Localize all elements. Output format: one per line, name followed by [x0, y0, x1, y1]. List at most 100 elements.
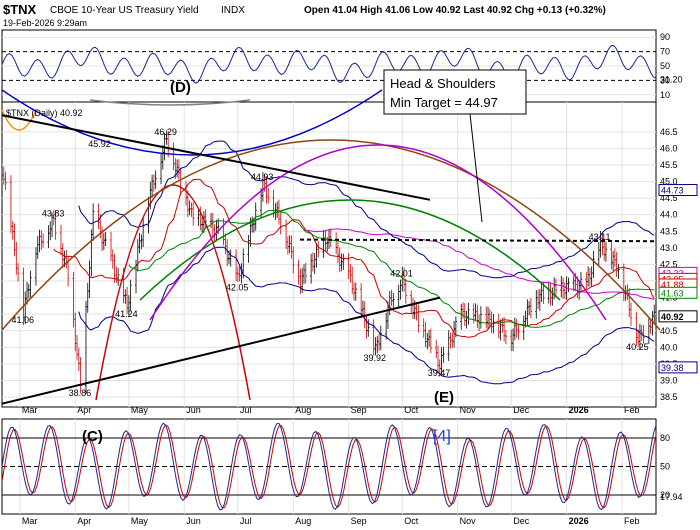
ma-short-line — [53, 178, 655, 338]
price-y-tick-label: 40.5 — [660, 326, 678, 336]
price-right-label: 41.63 — [661, 288, 684, 298]
price-x-tick-label: Oct — [404, 405, 419, 415]
grid-layer — [2, 36, 656, 514]
stoch-y-tick-label: 50 — [660, 462, 670, 472]
price-x-tick-label: Nov — [460, 405, 477, 415]
annotation-layer: (D) (E) Head & Shoulders Min Target = 44… — [6, 69, 527, 445]
price-point-label: 40.25 — [626, 342, 649, 352]
rsi-line — [1, 44, 657, 84]
wave-d-label: (D) — [170, 79, 191, 96]
price-y-tick-label: 44.0 — [660, 210, 678, 220]
price-x-tick-label: Apr — [77, 405, 91, 415]
price-y-tick-label: 43.5 — [660, 226, 678, 236]
stoch-signal-line — [1, 424, 657, 509]
stoch-main-line — [1, 422, 657, 511]
price-right-label: 39.38 — [661, 363, 684, 373]
price-y-tick-label: 42.5 — [660, 259, 678, 269]
price-right-label-box — [658, 286, 698, 299]
stoch-y-tick-label: 20 — [660, 490, 670, 500]
price-y-tick-label: 40.0 — [660, 342, 678, 352]
stoch-x-tick-label: Mar — [22, 516, 38, 526]
price-x-tick-label: May — [131, 405, 149, 415]
price-point-label: 42.01 — [390, 269, 413, 279]
price-point-label: 42.05 — [226, 282, 249, 292]
exchange-label: INDX — [221, 5, 245, 16]
stoch-last-label: 17.94 — [660, 492, 683, 502]
symbol-description: CBOE 10-Year US Treasury Yield — [50, 5, 199, 16]
price-x-tick-label: Jul — [240, 405, 252, 415]
price-point-label: 45.92 — [88, 139, 111, 149]
cycle-arc — [149, 144, 607, 321]
price-y-tick-label: 45.5 — [660, 160, 678, 170]
price-point-label: 43.83 — [42, 208, 65, 218]
stoch-x-tick-label: Jul — [240, 516, 252, 526]
chart-header: $TNX CBOE 10-Year US Treasury Yield INDX… — [3, 2, 606, 28]
price-right-label: 44.73 — [661, 186, 684, 196]
stoch-x-tick-label: Aug — [295, 516, 311, 526]
cycle-arc — [1, 89, 383, 156]
price-x-tick-label: Sep — [351, 405, 367, 415]
price-right-label: 41.88 — [661, 280, 684, 290]
price-right-label: 40.92 — [661, 312, 684, 322]
ma-long-line — [303, 228, 655, 300]
price-x-tick-label: Dec — [513, 405, 530, 415]
head-shoulders-box — [383, 69, 527, 115]
head-shoulders-pointer — [469, 113, 483, 223]
price-y-tick-label: 43.0 — [660, 243, 678, 253]
price-x-tick-label: Jun — [186, 405, 201, 415]
stoch-x-tick-label: Feb — [624, 516, 640, 526]
price-x-tick-label: 2026 — [569, 405, 589, 415]
price-right-label-box — [658, 310, 698, 323]
rsi-y-tick-label: 50 — [660, 61, 670, 71]
cycle-arc — [139, 199, 561, 301]
downtrend-line — [1, 114, 431, 201]
stoch-x-tick-label: Apr — [77, 516, 91, 526]
price-point-label: 39.47 — [428, 368, 451, 378]
stoch-x-tick-label: Oct — [404, 516, 419, 526]
price-y-tick-label: 46.5 — [660, 127, 678, 137]
mark-layer — [1, 44, 661, 511]
wave-c-label: (C) — [82, 428, 103, 445]
price-x-tick-label: Feb — [624, 405, 640, 415]
rsi-y-tick-label: 70 — [660, 47, 670, 57]
price-right-label-box — [658, 361, 698, 374]
price-right-label-box — [658, 184, 698, 197]
price-point-label: 44.93 — [251, 172, 274, 182]
stoch-x-tick-label: May — [131, 516, 149, 526]
cycle-arc — [89, 99, 251, 106]
price-point-label: 43.11 — [589, 232, 611, 242]
price-y-tick-label: 44.5 — [660, 193, 678, 203]
price-point-label: 41.24 — [115, 309, 138, 319]
ohlc-readout: Open 41.04 High 41.06 Low 40.92 Last 40.… — [304, 5, 606, 16]
price-point-label: 38.86 — [69, 388, 92, 398]
price-point-label: 41.06 — [11, 315, 34, 325]
cycle-arc — [95, 184, 251, 401]
head-shoulders-line1: Head & Shoulders — [390, 76, 496, 91]
price-x-tick-label: Aug — [295, 405, 311, 415]
neckline — [299, 238, 657, 243]
price-panel — [1, 101, 657, 408]
wave-e-label: (E) — [434, 389, 454, 406]
rsi-y-tick-label: 10 — [660, 90, 670, 100]
price-y-tick-label: 38.5 — [660, 392, 678, 402]
stoch-x-tick-label: 2026 — [569, 516, 589, 526]
rsi-last-label: 31.20 — [660, 75, 683, 85]
upper-band-line — [78, 140, 655, 279]
stoch-x-tick-label: Nov — [460, 516, 477, 526]
stoch-x-tick-label: Sep — [351, 516, 367, 526]
stoch-y-tick-label: 80 — [660, 433, 670, 443]
stoch-x-tick-label: Jun — [186, 516, 201, 526]
head-shoulders-line2: Min Target = 44.97 — [390, 95, 498, 110]
price-y-tick-label: 39.0 — [660, 375, 678, 385]
price-legend: $TNX (Daily) 40.92 — [6, 108, 83, 118]
stoch-x-tick-label: Dec — [513, 516, 530, 526]
rsi-y-tick-label: 30 — [660, 75, 670, 85]
ma-mid-line — [128, 209, 655, 328]
cycle-arc — [1, 139, 661, 331]
price-y-tick-label: 46.0 — [660, 143, 678, 153]
datetime-label: 19-Feb-2026 9:29am — [3, 18, 87, 28]
label-layer: Mar Mar Apr Apr May May Jun Jun Jul Jul Aug Aug Sep S… — [11, 32, 698, 526]
price-point-label: 39.92 — [363, 353, 386, 363]
uptrend-line — [1, 296, 441, 405]
